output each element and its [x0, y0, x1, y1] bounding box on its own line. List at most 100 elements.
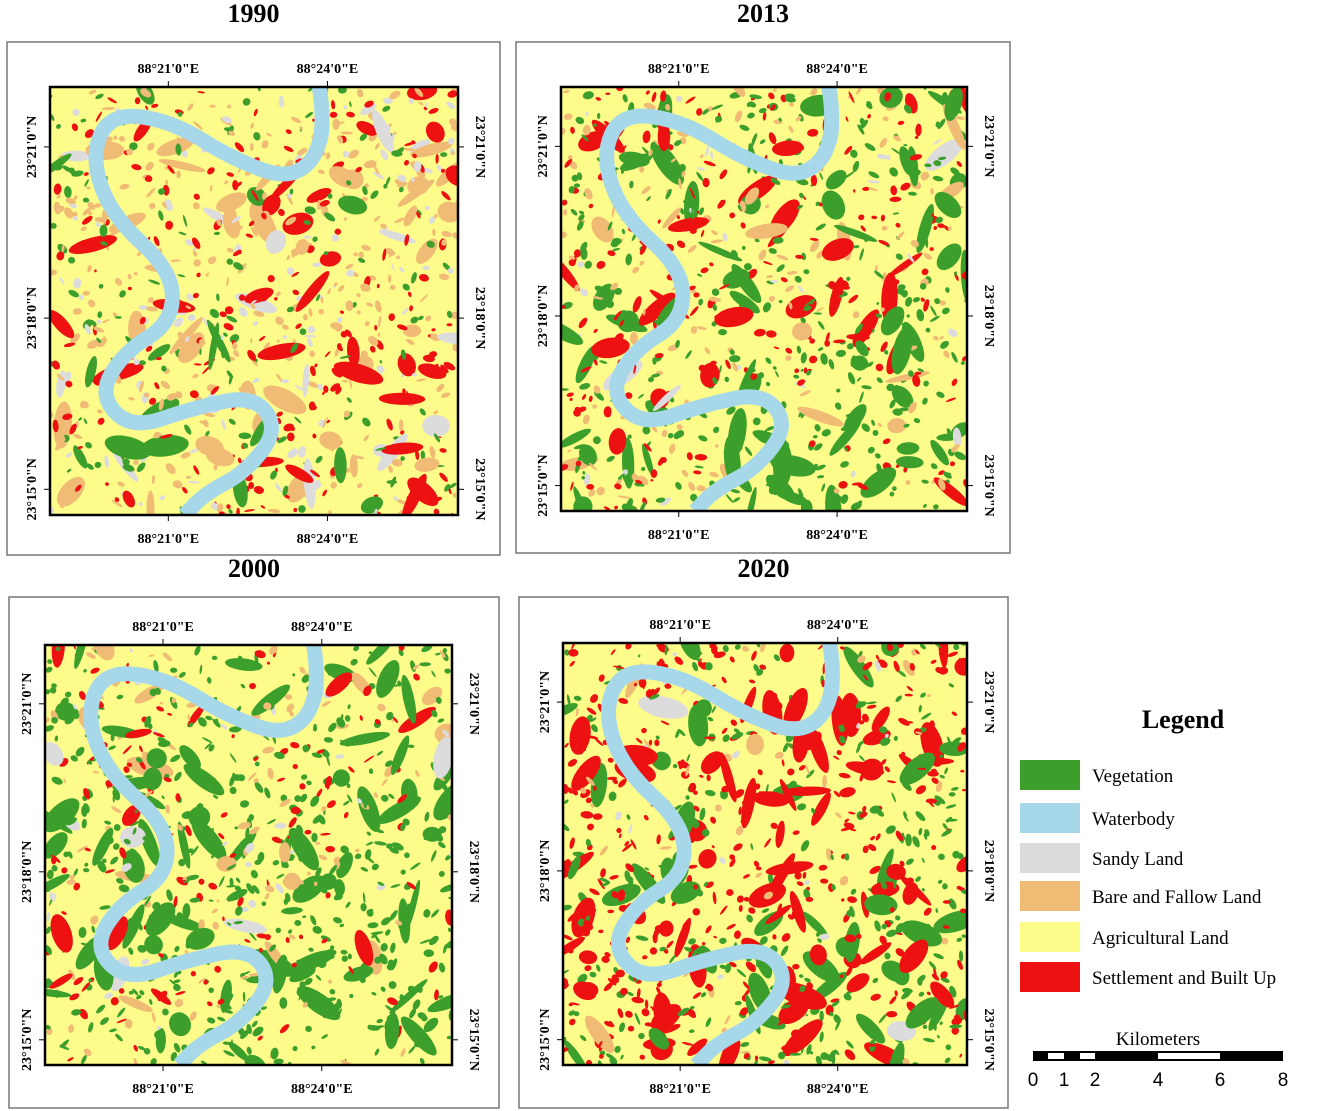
latitude-label: 23°21'0"N [466, 673, 481, 735]
land-patch [691, 326, 697, 334]
land-patch [147, 491, 155, 526]
longitude-label: 88°24'0"E [806, 62, 868, 77]
latitude-label: 23°15'0"N [25, 458, 40, 520]
scale-label: 8 [1278, 1070, 1289, 1091]
map-area [40, 77, 477, 526]
longitude-label: 88°24'0"E [297, 532, 359, 547]
longitude-label: 88°21'0"E [138, 62, 200, 77]
scale-label: 2 [1090, 1070, 1101, 1091]
latitude-label: 23°18'0"N [981, 840, 996, 902]
longitude-label: 88°21'0"E [649, 1082, 711, 1097]
land-patch [440, 152, 447, 157]
latitude-label: 23°15'0"N [538, 1008, 553, 1070]
land-patch [621, 310, 627, 316]
latitude-label: 23°21'0"N [538, 671, 553, 733]
scale-segment [1080, 1053, 1095, 1059]
scale-title: Kilometers [1116, 1029, 1200, 1050]
latitude-label: 23°21'0"N [25, 116, 40, 178]
lake [317, 104, 329, 148]
longitude-label: 88°24'0"E [291, 620, 353, 635]
latitude-label: 23°15'0"N [466, 1009, 481, 1071]
land-patch [868, 1044, 876, 1047]
legend-swatch [1020, 881, 1080, 911]
longitude-label: 88°21'0"E [648, 62, 710, 77]
latitude-label: 23°21'0"N [20, 673, 35, 735]
longitude-label: 88°24'0"E [291, 1082, 353, 1097]
scale-label: 1 [1059, 1070, 1070, 1091]
map-area [25, 624, 475, 1076]
land-patch [962, 789, 966, 791]
latitude-label: 23°18'0"N [536, 285, 551, 347]
latitude-label: 23°18'0"N [20, 841, 35, 903]
legend-label: Sandy Land [1092, 849, 1184, 870]
latitude-label: 23°21'0"N [536, 115, 551, 177]
scale-label: 0 [1028, 1070, 1039, 1091]
latitude-label: 23°15'0"N [536, 454, 551, 516]
latitude-label: 23°15'0"N [981, 454, 996, 516]
land-patch [311, 833, 317, 842]
land-patch [313, 724, 317, 729]
legend-swatch [1020, 803, 1080, 833]
longitude-label: 88°21'0"E [132, 1082, 194, 1097]
map-area [538, 75, 983, 534]
lake [827, 103, 839, 147]
panel-title: 2000 [228, 554, 280, 583]
latitude-label: 23°18'0"N [472, 287, 487, 349]
land-patch [279, 842, 291, 863]
land-patch [412, 177, 415, 182]
latitude-label: 23°21'0"N [981, 115, 996, 177]
map-panel: 2013 88°21'0"E 88°21'0"E 88°24'0"E 88°24'0"E… [516, 0, 1010, 553]
legend-label: Waterbody [1092, 809, 1175, 830]
land-patch [819, 1011, 823, 1022]
longitude-label: 88°21'0"E [648, 528, 710, 543]
legend-swatch [1020, 843, 1080, 873]
scale-label: 6 [1215, 1070, 1226, 1091]
land-patch [639, 166, 644, 173]
map-panel: 2000 88°21'0"E 88°21'0"E 88°24'0"E 88°24'0"E… [9, 554, 499, 1108]
map-area [550, 619, 982, 1087]
latitude-label: 23°18'0"N [25, 287, 40, 349]
longitude-label: 88°21'0"E [138, 532, 200, 547]
land-patch [943, 900, 951, 904]
land-patch [796, 463, 803, 471]
map-panel: 2020 88°21'0"E 88°21'0"E 88°24'0"E 88°24'0"E… [519, 554, 1008, 1108]
longitude-label: 88°24'0"E [807, 618, 869, 633]
land-patch [422, 415, 450, 437]
longitude-label: 88°24'0"E [806, 528, 868, 543]
lake [312, 661, 324, 705]
latitude-label: 23°18'0"N [981, 285, 996, 347]
land-patch [250, 143, 253, 151]
panel-title: 2013 [737, 0, 789, 28]
lake [828, 659, 840, 703]
page: {"panels": [ {"title": "1990", "top_labe… [0, 0, 1319, 1111]
legend-label: Vegetation [1092, 766, 1174, 787]
latitude-label: 23°15'0"N [472, 458, 487, 520]
legend-swatch [1020, 760, 1080, 790]
scale-segment [1158, 1053, 1220, 1059]
legend-swatch [1020, 922, 1080, 952]
map-panel: 199088°21'0"E88°21'0"E88°24'0"E88°24'0"E… [7, 0, 500, 555]
latitude-label: 23°18'0"N [538, 840, 553, 902]
legend-label: Agricultural Land [1092, 928, 1229, 949]
panel-title: 2020 [738, 554, 790, 583]
scale-segment [1048, 1053, 1064, 1059]
latitude-label: 23°21'0"N [981, 671, 996, 733]
latitude-label: 23°21'0"N [472, 116, 487, 178]
longitude-label: 88°21'0"E [132, 620, 194, 635]
land-patch [284, 899, 288, 905]
scale-label: 4 [1153, 1070, 1164, 1091]
longitude-label: 88°21'0"E [649, 618, 711, 633]
land-patch [47, 269, 57, 275]
legend-label: Bare and Fallow Land [1092, 887, 1262, 908]
legend-swatch [1020, 962, 1080, 992]
latitude-label: 23°18'0"N [466, 841, 481, 903]
legend-label: Settlement and Built Up [1092, 968, 1276, 989]
legend-title: Legend [1142, 705, 1225, 734]
longitude-label: 88°24'0"E [297, 62, 359, 77]
latitude-label: 23°15'0"N [20, 1009, 35, 1071]
latitude-label: 23°15'0"N [981, 1008, 996, 1070]
land-patch [447, 323, 453, 326]
longitude-label: 88°24'0"E [807, 1082, 869, 1097]
land-patch [248, 482, 254, 489]
figure: Legend Kilometers 199088°21'0"E88°21'0"E… [0, 0, 1319, 1111]
